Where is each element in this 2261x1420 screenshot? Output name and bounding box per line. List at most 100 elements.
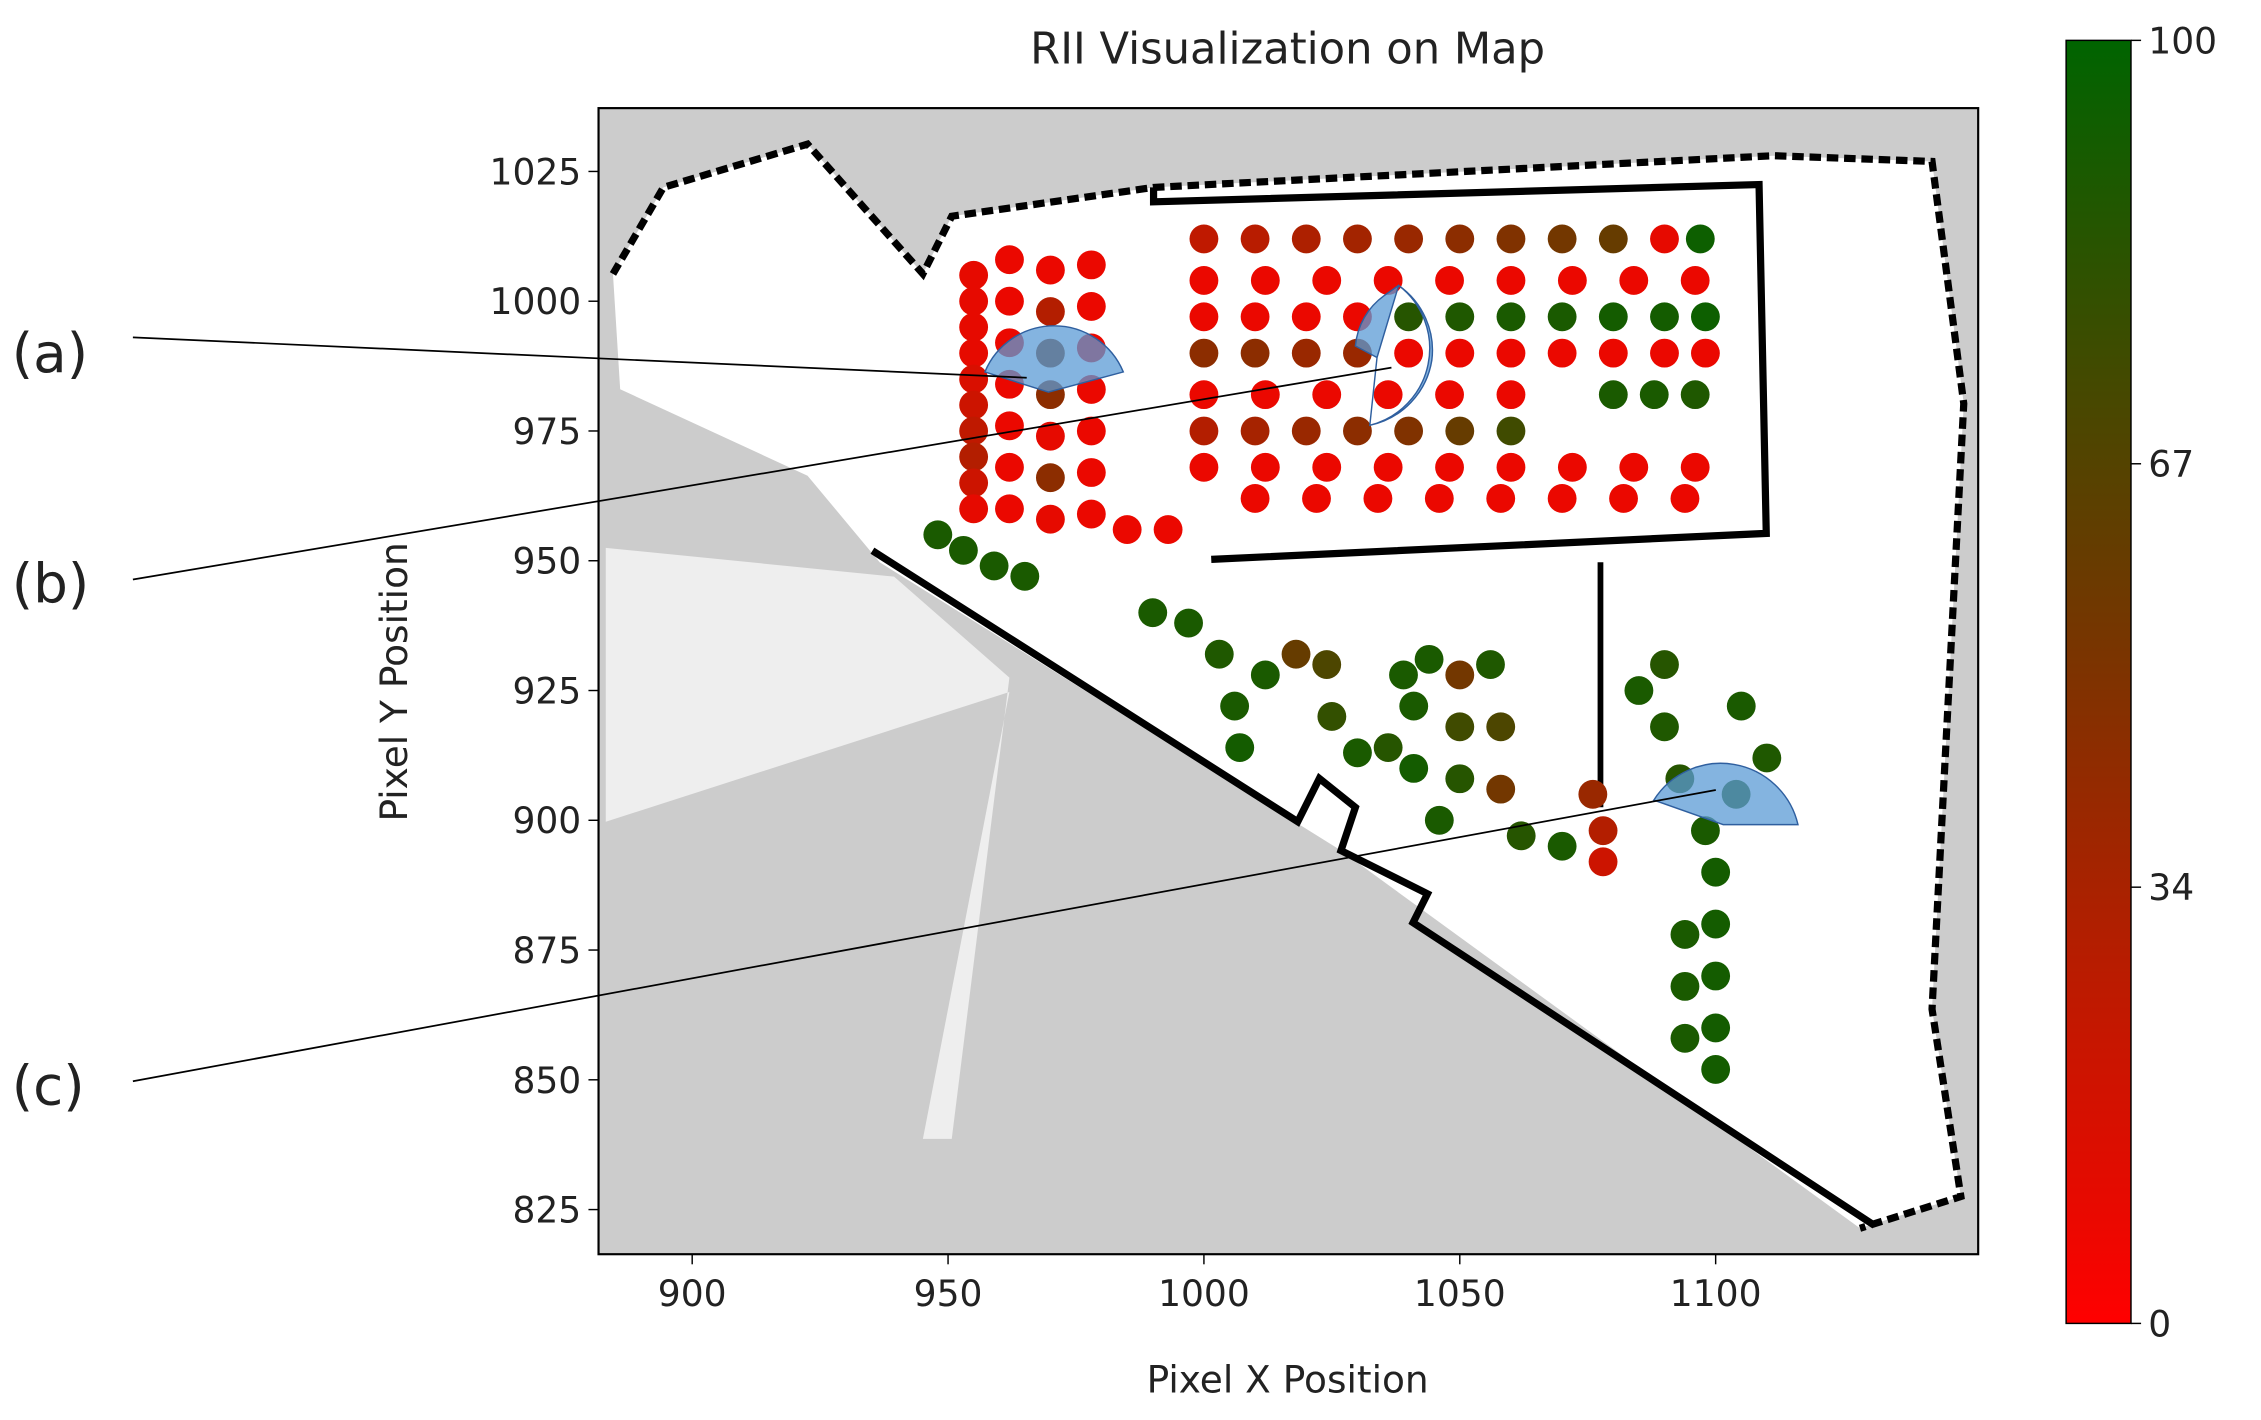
scatter-point [1312,266,1342,295]
wall [1149,180,1770,563]
scatter-point [1240,224,1270,254]
scatter-point [1557,266,1587,295]
chart-title: RII Visualization on Map [1030,24,1545,74]
scatter-point [1752,743,1782,773]
scatter-point [1240,416,1270,446]
scatter-point [1670,1023,1700,1053]
scatter-point [959,260,989,290]
scatter-point [1598,380,1628,410]
scatter-point [1445,416,1475,446]
scatter-point [1726,691,1756,721]
x-tick-label: 950 [914,1274,983,1315]
scatter-point [1496,416,1526,446]
scatter-point [1547,831,1577,861]
free-space-rays [605,547,1010,1139]
scatter-point [1174,608,1203,638]
scatter-point [1363,484,1393,513]
scatter-point [1496,380,1526,410]
scatter-point [959,338,989,368]
scatter-point [1291,302,1321,332]
scatter-point [1302,484,1331,513]
scatter-point [1240,338,1270,368]
annotation-label: (b) [12,552,90,616]
scatter-point [1281,639,1311,669]
scatter-point [1619,266,1649,295]
scatter-point [1445,764,1475,794]
scatter-point [959,416,989,446]
scatter-point [1445,660,1475,690]
scatter-point [1445,712,1475,742]
scatter-point [1343,416,1372,446]
annotation-label: (a) [12,321,88,385]
scatter-point [1598,338,1628,368]
scatter-point [1691,816,1720,846]
y-tick-label: 900 [512,801,581,842]
scatter-point [1609,484,1638,513]
scatter-point [1496,266,1526,295]
y-axis-label: Pixel Y Position [372,542,416,821]
scatter-point [1680,380,1710,410]
scatter-point [1685,224,1715,254]
colorbar-tick-label: 34 [2148,868,2194,909]
scatter-point [1189,266,1219,295]
scatter-point [995,286,1024,316]
free-space [612,144,1964,1229]
scatter-point [959,468,989,498]
wall [870,547,1877,1229]
scatter-point [1650,338,1679,368]
y-tick-label: 875 [512,931,581,972]
scatter-point [1506,821,1536,851]
scatter-point [1496,302,1526,332]
scatter-point [1225,733,1255,763]
scatter-point [1486,484,1516,513]
scatter-point [1076,458,1106,487]
y-tick-label: 825 [512,1191,581,1232]
x-axis-label: Pixel X Position [1147,1358,1429,1402]
y-tick-label: 1025 [490,152,582,193]
scatter-point [1701,909,1731,939]
scatter-point [1240,484,1270,513]
scatter-point [1619,452,1649,482]
scatter-point [1189,416,1219,446]
scatter-point [1701,961,1731,991]
scatter-point [1250,452,1280,482]
scatter-point [1035,255,1065,285]
colorbar-tick-label: 100 [2148,21,2217,62]
view-wedge [1652,762,1799,826]
scatter-point [1076,291,1106,321]
scatter-point [1624,676,1654,705]
scatter-point [1547,338,1577,368]
scatter-point [1076,416,1106,446]
scatter-point [1076,499,1106,529]
scatter-point [1435,452,1464,482]
scatter-point [1291,416,1321,446]
scatter-point [1312,452,1342,482]
scatter-point [1701,1013,1731,1043]
scatter-point [1476,650,1505,679]
scatter-point [1670,484,1700,513]
scatter-point [1680,452,1710,482]
scatter-point [1445,338,1475,368]
scatter-point [1588,816,1618,846]
scatter-point [1486,774,1516,804]
scatter-point [1189,302,1219,332]
scatter-point [995,245,1024,275]
scatter-point [979,551,1009,581]
scatter-point [1312,380,1342,410]
annotation-label: (c) [12,1053,85,1117]
scatter-point [995,494,1024,524]
scatter-point [1414,644,1444,674]
scatter-point [1496,224,1526,254]
scatter-point [1373,380,1403,410]
scatter-point [1250,660,1280,690]
scatter-point [1691,338,1720,368]
scatter-point [1445,224,1475,254]
scatter-point [1650,302,1679,332]
scatter-point [1547,224,1577,254]
colorbar-tick-label: 67 [2148,445,2194,486]
scatter-point [1598,302,1628,332]
scatter-point [1035,504,1065,534]
scatter-point [1317,702,1347,731]
scatter-point [1650,224,1679,254]
